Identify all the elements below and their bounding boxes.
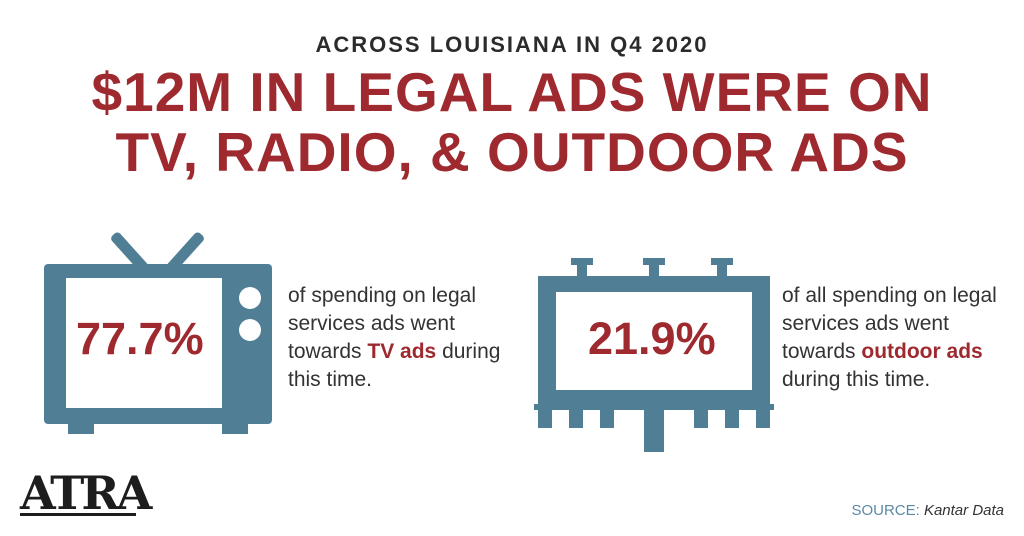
outdoor-ads-highlight: outdoor ads xyxy=(861,340,983,363)
headline-line-2: TV, RADIO, & OUTDOOR ADS xyxy=(115,121,909,183)
kicker: ACROSS LOUISIANA IN Q4 2020 xyxy=(315,32,709,57)
outdoor-stat-description: of all spending on legal services ads we… xyxy=(782,284,997,391)
tv-icon xyxy=(40,226,276,436)
logo-underline xyxy=(20,513,136,516)
tv-stat-description: of spending on legal services ads went t… xyxy=(288,284,501,391)
source-label: SOURCE: xyxy=(851,502,920,519)
source-value: Kantar Data xyxy=(923,502,1004,519)
headline: $12M IN LEGAL ADS WERE ON TV, RADIO, & O… xyxy=(0,62,1024,182)
tv-ads-highlight: TV ads xyxy=(367,340,437,363)
billboard-icon xyxy=(534,256,774,456)
headline-line-1: $12M IN LEGAL ADS WERE ON xyxy=(91,61,933,123)
outdoor-stat-value: 21.9% xyxy=(588,313,716,364)
source-credit: SOURCE: Kantar Data xyxy=(851,502,1004,519)
atra-logo: ATRA xyxy=(20,466,152,520)
tv-stat-value: 77.7% xyxy=(76,313,204,364)
